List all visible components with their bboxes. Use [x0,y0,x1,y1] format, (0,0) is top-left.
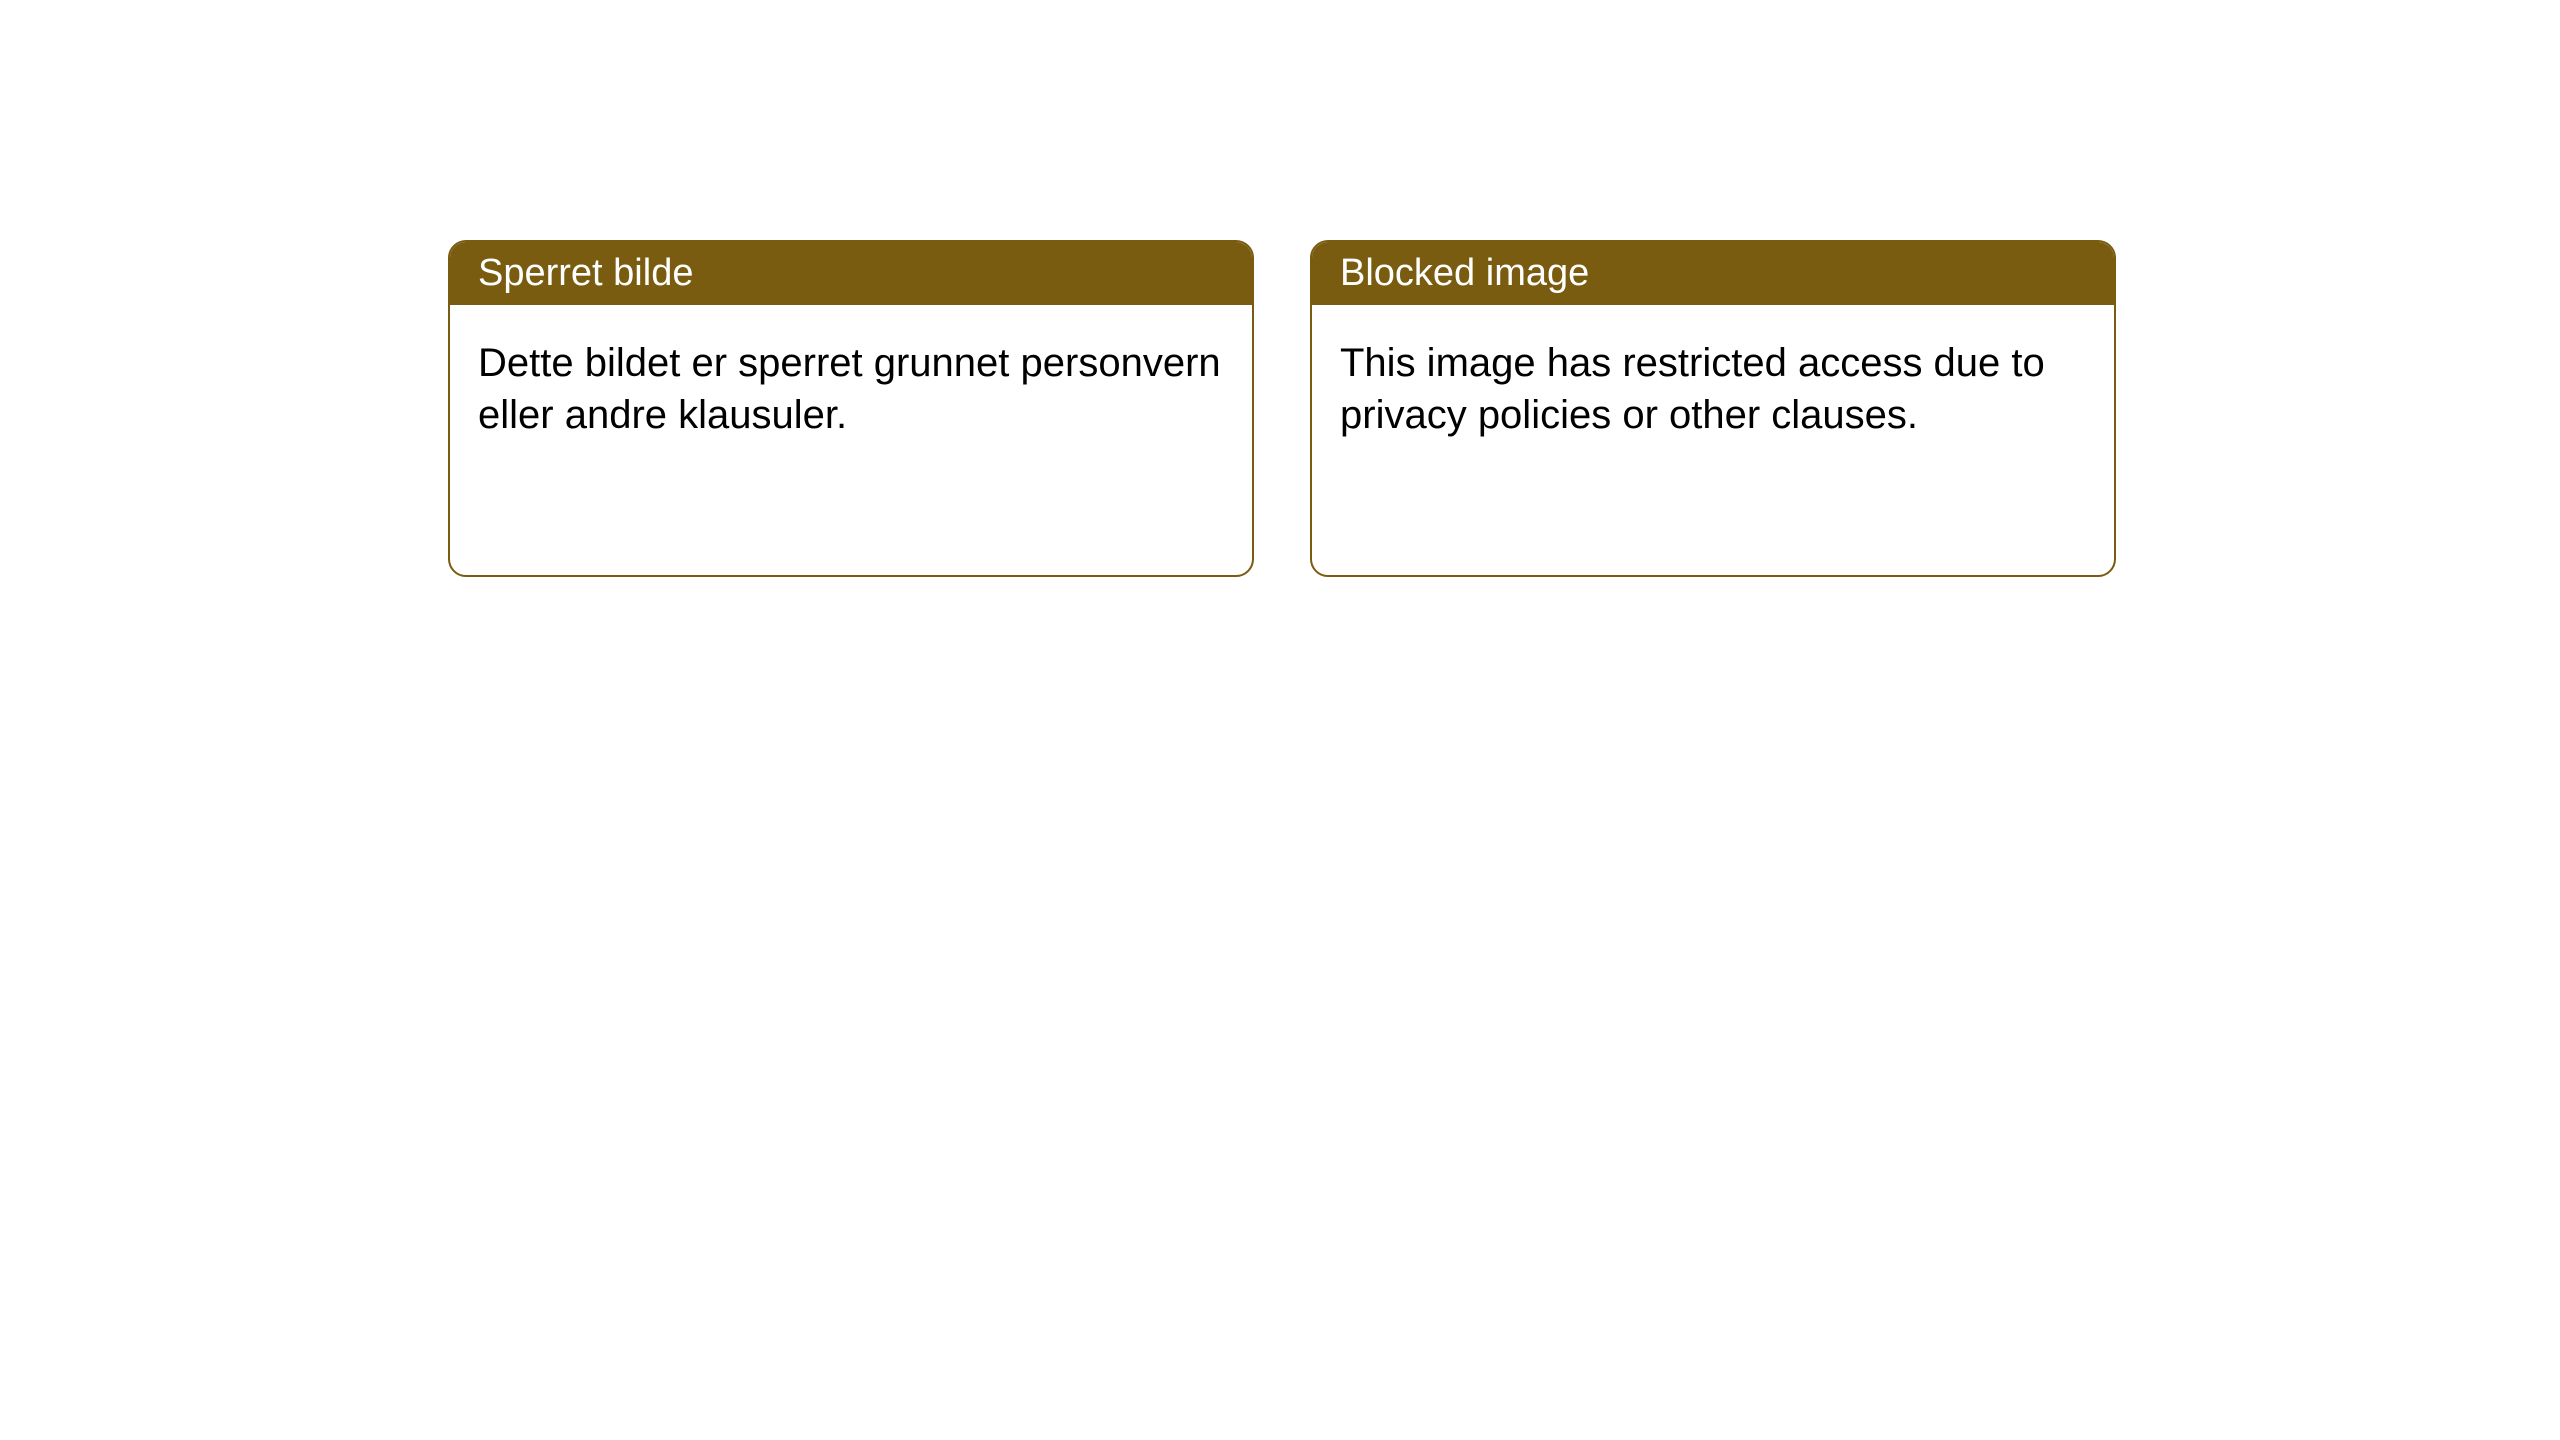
notice-title-norwegian: Sperret bilde [450,242,1252,305]
notice-body-norwegian: Dette bildet er sperret grunnet personve… [450,305,1252,575]
notice-title-english: Blocked image [1312,242,2114,305]
notice-body-english: This image has restricted access due to … [1312,305,2114,575]
notice-container: Sperret bilde Dette bildet er sperret gr… [0,0,2560,577]
notice-card-english: Blocked image This image has restricted … [1310,240,2116,577]
notice-card-norwegian: Sperret bilde Dette bildet er sperret gr… [448,240,1254,577]
